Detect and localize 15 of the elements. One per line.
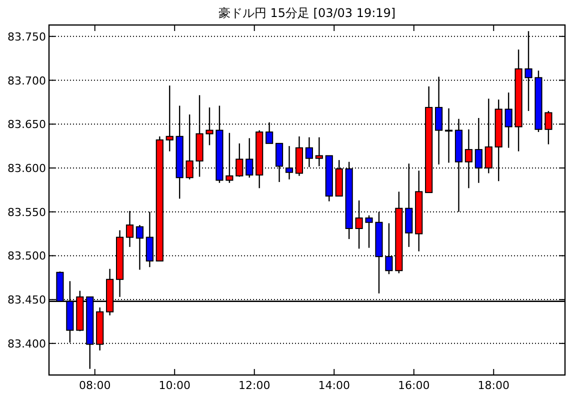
y-tick-label: 83.500 (8, 250, 46, 263)
y-tick-label: 83.650 (8, 118, 46, 132)
y-tick-label: 83.450 (8, 294, 46, 307)
y-tick-label: 83.750 (8, 30, 46, 44)
chart-title: 豪ドル円 15分足 [03/03 19:19] (218, 6, 396, 20)
x-tick-label: 18:00 (478, 379, 510, 392)
x-tick-label: 14:00 (318, 379, 350, 392)
x-tick-label: 08:00 (79, 379, 111, 392)
y-tick-label: 83.400 (8, 337, 46, 350)
y-tick-label: 83.700 (8, 74, 46, 88)
x-tick-label: 12:00 (238, 379, 270, 392)
y-tick-label: 83.600 (8, 162, 46, 175)
x-tick-label: 10:00 (158, 379, 190, 392)
x-tick-label: 16:00 (398, 379, 430, 392)
y-tick-label: 83.550 (8, 206, 46, 219)
